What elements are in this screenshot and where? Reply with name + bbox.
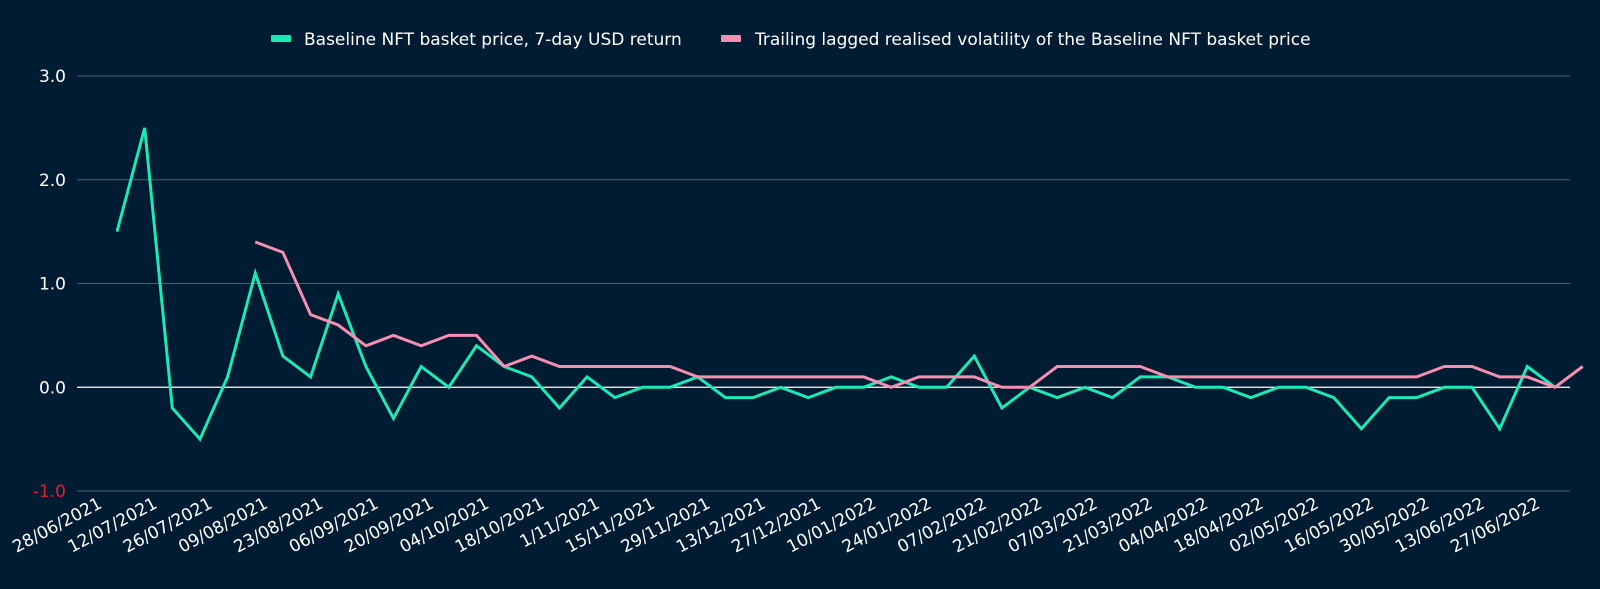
- y-tick-label: -1.0: [33, 482, 66, 502]
- legend-swatch-volatility: [721, 35, 741, 42]
- series-lines: [115, 127, 1584, 442]
- legend-label-return: Baseline NFT basket price, 7-day USD ret…: [304, 30, 682, 50]
- y-tick-label: 0.0: [39, 378, 66, 398]
- y-tick-label: 2.0: [39, 171, 66, 191]
- y-axis: 3.0 2.0 1.0 0.0 -1.0: [33, 67, 66, 502]
- series-line-volatility: [254, 240, 1584, 389]
- legend: Baseline NFT basket price, 7-day USD ret…: [271, 30, 1311, 50]
- y-tick-label: 3.0: [39, 67, 66, 87]
- y-tick-label: 1.0: [39, 275, 66, 295]
- legend-swatch-return: [271, 35, 291, 42]
- x-axis: 28/06/202112/07/202126/07/202109/08/2021…: [9, 494, 1543, 558]
- series-line-return: [115, 127, 1556, 442]
- grid-lines: [77, 75, 1570, 492]
- legend-label-volatility: Trailing lagged realised volatility of t…: [754, 30, 1311, 50]
